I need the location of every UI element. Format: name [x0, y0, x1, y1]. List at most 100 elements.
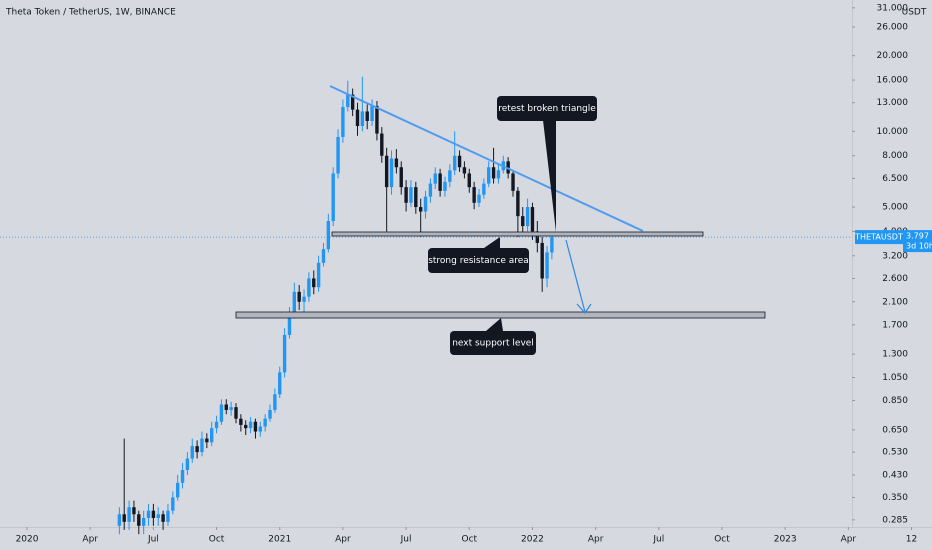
candle-body	[487, 167, 491, 184]
x-tick-label: 2023	[774, 535, 797, 545]
candle-body	[273, 394, 277, 410]
candle-body	[341, 106, 345, 137]
candle-body	[205, 438, 209, 443]
symbol-box	[855, 230, 903, 245]
y-tick-label: 2.100	[882, 297, 908, 307]
x-tick-label: Oct	[461, 535, 477, 545]
candle-body	[375, 106, 379, 134]
candle-body	[477, 194, 481, 203]
x-tick-label: Apr	[588, 535, 604, 545]
candle-body	[151, 510, 156, 518]
y-tick-label: 0.430	[882, 470, 908, 480]
candle-body	[229, 407, 233, 410]
triangle-trendline	[329, 85, 644, 232]
callout-pointer	[486, 318, 503, 331]
candle-body	[496, 170, 501, 179]
x-tick-label: Oct	[714, 535, 730, 545]
candle-body	[287, 312, 292, 335]
callout-box	[497, 96, 597, 121]
candle-body	[516, 190, 520, 217]
y-tick-label: 10.000	[877, 127, 909, 137]
y-tick-label: 6.500	[882, 174, 908, 184]
countdown-label: 3d 10h	[906, 242, 932, 251]
y-tick-label: 0.285	[882, 515, 908, 525]
callout-box	[450, 331, 536, 355]
y-tick-label: 8.000	[882, 151, 908, 161]
callout-text: next support level	[452, 339, 534, 349]
candle-body	[166, 510, 170, 522]
candle-body	[117, 514, 122, 526]
y-tick-label: 1.700	[882, 320, 908, 330]
callout-pointer	[543, 120, 556, 232]
candles	[117, 76, 554, 535]
candle-body	[540, 242, 544, 279]
candle-body	[190, 446, 194, 459]
y-tick-label: 20.000	[877, 51, 909, 61]
x-tick-label: 2020	[16, 535, 39, 545]
candle-body	[268, 409, 272, 419]
y-tick-label: 16.000	[877, 76, 909, 86]
candle-body	[209, 428, 214, 443]
axis-unit: USDT	[902, 8, 927, 18]
candle-body	[146, 510, 151, 518]
candle-body	[244, 424, 248, 429]
candle-body	[355, 109, 360, 127]
y-tick-label: 31.000	[877, 3, 909, 13]
candle-body	[389, 158, 394, 188]
y-tick-label: 0.350	[882, 493, 908, 503]
resistance-zone	[331, 231, 704, 237]
candle-body	[365, 111, 369, 121]
candle-body	[414, 187, 418, 208]
y-tick-label: 3.200	[882, 251, 908, 261]
candle-body	[180, 469, 185, 483]
candle-body	[297, 291, 301, 302]
y-tick-label: 0.650	[882, 425, 908, 435]
callout-box	[428, 248, 529, 273]
candle-body	[482, 183, 486, 195]
candle-body	[263, 418, 267, 427]
candle-body	[239, 418, 243, 425]
candle-body	[307, 278, 311, 297]
x-tick-label: 2022	[521, 535, 544, 545]
callout-text: strong resistance area	[428, 256, 529, 266]
candle-body	[346, 94, 350, 107]
candle-body	[224, 404, 228, 410]
candle-body	[399, 167, 403, 188]
x-tick-label: Jul	[400, 535, 412, 545]
candle-body	[316, 262, 321, 288]
candle-body	[370, 106, 374, 121]
candle-body	[175, 482, 180, 498]
y-tick-label: 0.850	[882, 396, 908, 406]
candle-body	[409, 187, 413, 203]
callout-text: retest broken triangle	[498, 104, 596, 114]
candle-body	[214, 421, 219, 429]
candle-body	[141, 517, 146, 526]
candle-body	[452, 155, 457, 171]
candle-body	[234, 407, 238, 419]
candle-body	[137, 514, 141, 526]
y-tick-label: 2.600	[882, 274, 908, 284]
y-tick-label: 1.300	[882, 350, 908, 360]
x-tick-label: Oct	[209, 535, 225, 545]
candle-body	[312, 278, 316, 288]
candle-body	[326, 221, 331, 250]
callout-pointer	[484, 237, 500, 248]
candle-body	[423, 196, 428, 212]
last-price-label: 3.797	[906, 232, 929, 241]
candle-body	[545, 252, 549, 279]
candle-body	[258, 426, 262, 432]
candle-body	[331, 173, 335, 222]
price-box	[903, 230, 932, 253]
candle-body	[462, 167, 467, 174]
candle-body	[418, 207, 423, 212]
candle-body	[550, 237, 554, 253]
candle-body	[467, 173, 471, 188]
candle-body	[360, 111, 365, 127]
candle-body	[132, 507, 136, 515]
projection-arrow	[565, 239, 586, 313]
candle-body	[394, 158, 399, 168]
candle-body	[443, 181, 447, 191]
candle-body	[428, 183, 433, 197]
